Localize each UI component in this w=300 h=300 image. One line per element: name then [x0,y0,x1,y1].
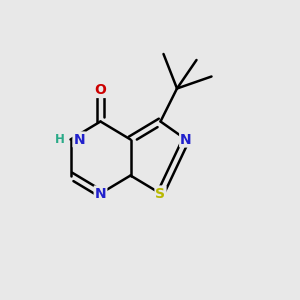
Text: N: N [180,133,192,146]
Text: N: N [74,133,85,146]
Text: S: S [155,187,166,200]
Text: O: O [94,83,106,97]
Text: N: N [95,187,106,200]
Text: H: H [55,133,64,146]
